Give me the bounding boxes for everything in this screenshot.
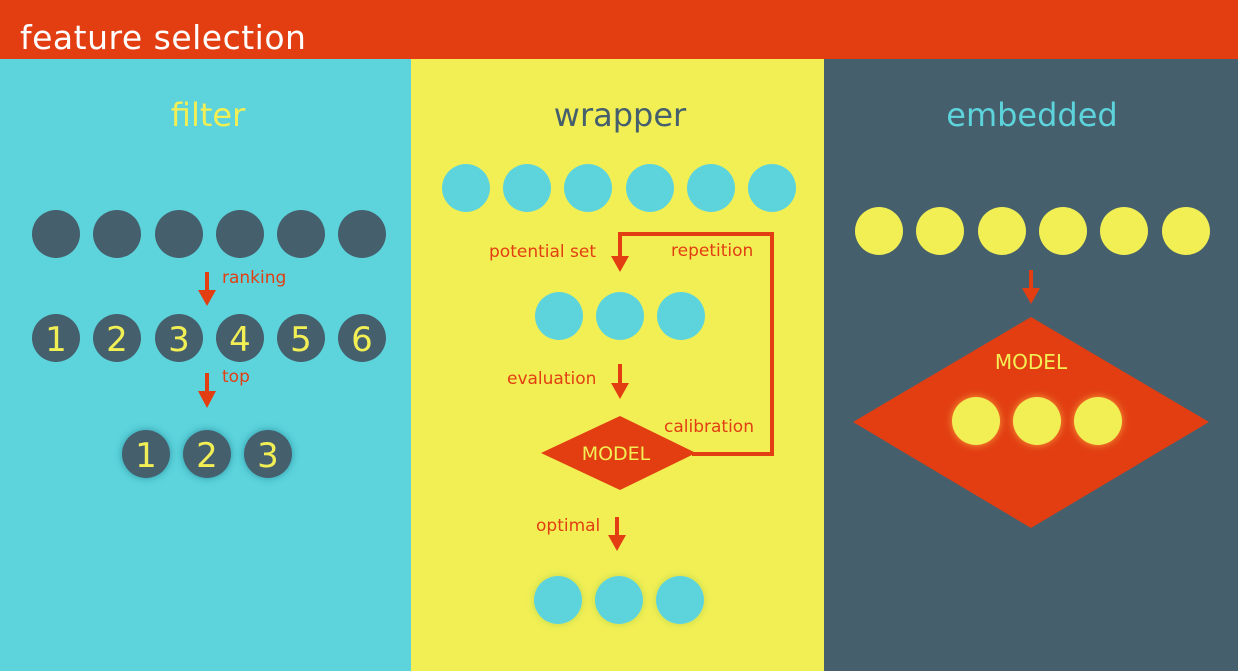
top-number: 2 [196,436,218,476]
top-arrow [198,373,216,408]
optimal-label: optimal [536,516,600,536]
potential-set-label: potential set [489,242,596,262]
optimal-circle [595,576,643,624]
top-feature-row: 1 2 3 [122,430,292,478]
subset-circle [657,292,705,340]
rank-number: 3 [168,320,190,360]
rank-number: 2 [106,320,128,360]
ranked-circle [155,314,203,362]
page-title: feature selection [20,18,307,57]
feature-circle [503,164,551,212]
ranking-label: ranking [222,268,286,288]
ranked-circle [277,314,325,362]
repetition-label: repetition [671,241,753,261]
selected-circle [183,430,231,478]
rank-number: 4 [229,320,251,360]
selected-circle [122,430,170,478]
filter-panel [0,59,411,671]
feature-circle [748,164,796,212]
embedded-heading: embedded [946,96,1117,134]
feature-circle [32,210,80,258]
ranked-circle [93,314,141,362]
feature-circle [216,210,264,258]
optimal-circle [534,576,582,624]
filter-feature-row [32,210,386,258]
ranking-arrow [198,272,216,306]
ranked-circle [338,314,386,362]
header-bar: feature selection [0,0,1238,59]
feature-circle [155,210,203,258]
feature-circle [855,207,903,255]
wrapper-model-label: MODEL [582,443,651,465]
optimal-circle [656,576,704,624]
selected-circle [952,397,1000,445]
feature-circle [338,210,386,258]
embedded-feature-row [855,207,1210,255]
feature-circle [687,164,735,212]
feature-circle [1039,207,1087,255]
potential-set-row [535,292,705,340]
wrapper-heading: wrapper [554,96,687,134]
feature-circle [916,207,964,255]
selected-circle [244,430,292,478]
embedded-selected-row [952,397,1122,445]
feature-circle [1100,207,1148,255]
repetition-loop-arrow [611,232,774,456]
evaluation-label: evaluation [507,369,596,389]
wrapper-panel [411,59,824,671]
subset-circle [535,292,583,340]
optimal-arrow [608,517,626,551]
top-number: 1 [135,436,157,476]
feature-circle [978,207,1026,255]
ranked-feature-row: 1 2 3 4 5 6 [32,314,386,362]
filter-heading: filter [171,96,246,134]
embedded-arrow [1022,270,1040,304]
ranked-circle [216,314,264,362]
embedded-model-label: MODEL [995,350,1068,374]
top-number: 3 [257,436,279,476]
top-label: top [222,367,250,387]
selected-circle [1013,397,1061,445]
feature-circle [442,164,490,212]
feature-circle [564,164,612,212]
calibration-label: calibration [664,417,754,437]
rank-number: 5 [290,320,312,360]
ranked-circle [32,314,80,362]
wrapper-feature-row [442,164,796,212]
rank-number: 6 [351,320,373,360]
evaluation-arrow [611,364,629,399]
feature-circle [93,210,141,258]
feature-circle [626,164,674,212]
subset-circle [596,292,644,340]
rank-number: 1 [45,320,67,360]
feature-circle [277,210,325,258]
optimal-feature-row [534,576,704,624]
feature-circle [1162,207,1210,255]
wrapper-model-diamond [541,416,696,490]
selected-circle [1074,397,1122,445]
